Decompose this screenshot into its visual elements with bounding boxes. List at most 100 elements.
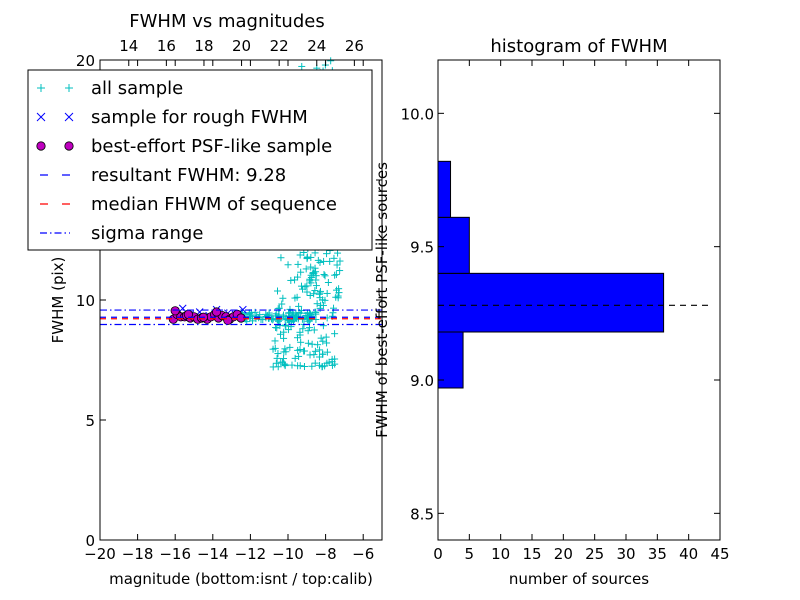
all-sample-point (316, 287, 324, 295)
all-sample-point (280, 355, 288, 363)
right-x-tick-label: 25 (585, 545, 604, 563)
all-sample-point (312, 282, 320, 290)
left-y-tick-label: 0 (85, 532, 95, 550)
all-sample-point (334, 249, 342, 257)
all-sample-point (247, 311, 255, 319)
all-sample-point (328, 355, 336, 363)
all-sample-point (282, 348, 290, 356)
all-sample-point (285, 326, 293, 334)
right-chart-title: histogram of FWHM (490, 36, 667, 57)
all-sample-point (263, 312, 271, 320)
all-sample-point (300, 347, 308, 355)
all-sample-point (332, 271, 340, 279)
best-effort-point (236, 313, 246, 323)
left-x-tick-label: −6 (352, 545, 374, 563)
all-sample-point (291, 354, 299, 362)
all-sample-point (296, 251, 304, 259)
best-effort-point (170, 306, 180, 316)
legend-entry-label: all sample (91, 78, 183, 99)
all-sample-point (323, 348, 331, 356)
all-sample-point (313, 300, 321, 308)
all-sample-point (287, 276, 295, 284)
all-sample-point (317, 334, 325, 342)
all-sample-point (296, 328, 304, 336)
all-sample-point (316, 346, 324, 354)
all-sample-point (331, 330, 339, 338)
histogram-bar (437, 160, 452, 218)
all-sample-point (323, 289, 331, 297)
legend-entry: resultant FWHM: 9.28 (40, 165, 286, 186)
right-y-tick-label: 9.5 (410, 239, 434, 257)
left-x-tick-label: −18 (122, 545, 154, 563)
left-top-tick-label: 18 (194, 37, 213, 55)
right-histogram-panel: histogram of FWHM 0 5 10 15 20 25 30 35 40 45 8.5… (373, 36, 730, 588)
all-sample-point (336, 257, 344, 265)
left-chart-title: FWHM vs magnitudes (129, 11, 324, 32)
best-effort-point (211, 307, 222, 317)
right-y-tick-label: 9.0 (410, 372, 434, 390)
right-x-tick-label: 30 (616, 545, 635, 563)
all-sample-point (327, 57, 335, 65)
all-sample-point (319, 337, 327, 345)
all-sample-point (295, 302, 303, 310)
all-sample-point (272, 324, 280, 332)
histogram-bars (437, 160, 665, 389)
all-sample-point (272, 310, 280, 318)
all-sample-point (299, 325, 307, 333)
left-x-tick-label: −14 (197, 545, 229, 563)
all-sample-point (334, 292, 342, 300)
all-sample-point (303, 288, 311, 296)
legend-entry-label: resultant FWHM: 9.28 (91, 165, 286, 186)
all-sample-point (321, 272, 329, 280)
left-x-tick-label: −10 (272, 545, 304, 563)
all-sample-point (280, 360, 288, 368)
legend-entry-label: best-effort PSF-like sample (91, 136, 332, 157)
all-sample-point (308, 340, 316, 348)
left-top-tick-label: 26 (345, 37, 364, 55)
legend-entry: median FHWM of sequence (40, 194, 337, 215)
all-sample-point (297, 338, 305, 346)
right-y-tick-label: 8.5 (410, 505, 434, 523)
right-x-tick-label: 35 (648, 545, 667, 563)
all-sample-point (308, 362, 316, 370)
all-sample-point (272, 359, 280, 367)
all-sample-point (306, 277, 314, 285)
all-sample-point (294, 273, 302, 281)
all-sample-point (306, 292, 314, 300)
all-sample-point (322, 333, 330, 341)
all-sample-point (286, 343, 294, 351)
all-sample-point (276, 330, 284, 338)
all-sample-point (278, 300, 286, 308)
all-sample-point (292, 314, 300, 322)
all-sample-point (324, 279, 332, 287)
left-x-axis-label: magnitude (bottom:isnt / top:calib) (109, 570, 373, 588)
right-x-tick-label: 20 (554, 545, 573, 563)
right-x-tick-label: 5 (465, 545, 475, 563)
all-sample-point (282, 322, 290, 330)
all-sample-point (295, 352, 303, 360)
all-sample-point (279, 358, 287, 366)
all-sample-point (298, 285, 306, 293)
left-top-x-ticks: 14 16 18 20 22 24 26 (119, 37, 364, 66)
all-sample-point (280, 334, 288, 342)
all-sample-point (320, 271, 328, 279)
all-sample-point (311, 249, 319, 257)
all-sample-point (336, 267, 344, 275)
all-sample-point (303, 255, 311, 263)
left-top-tick-label: 14 (119, 37, 138, 55)
all-sample-point (297, 282, 305, 290)
all-sample-point (323, 314, 331, 322)
all-sample-point (274, 350, 282, 358)
all-sample-point (291, 276, 299, 284)
all-sample-point (286, 305, 294, 313)
left-x-tick-label: −20 (84, 545, 116, 563)
all-sample-point (315, 353, 323, 361)
all-sample-point (319, 322, 327, 330)
all-sample-point (293, 293, 301, 301)
all-sample-point (323, 250, 331, 258)
rough-sample-point (178, 304, 187, 313)
left-y-tick-label: 20 (76, 52, 95, 70)
all-sample-point (320, 257, 328, 265)
all-sample-point (311, 347, 319, 355)
left-reference-lines (100, 309, 382, 326)
